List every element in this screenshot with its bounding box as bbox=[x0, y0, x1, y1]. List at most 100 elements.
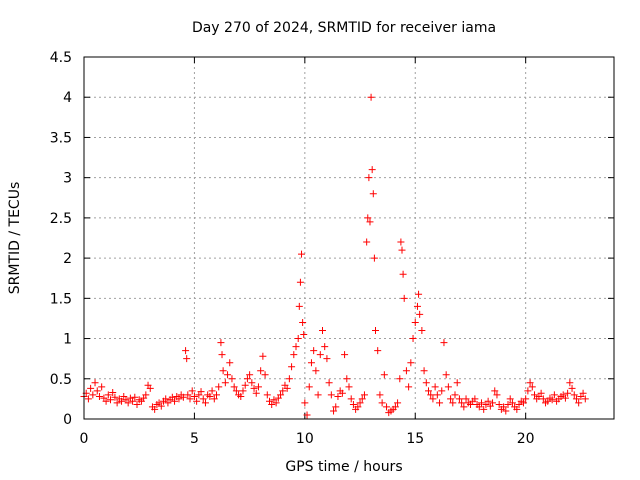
data-point bbox=[248, 379, 256, 387]
data-point bbox=[162, 395, 170, 403]
data-point bbox=[345, 383, 353, 391]
data-point bbox=[84, 395, 92, 403]
data-point bbox=[261, 371, 269, 379]
data-point bbox=[531, 391, 538, 399]
data-point bbox=[193, 397, 201, 405]
data-point bbox=[334, 392, 342, 400]
data-point bbox=[447, 395, 455, 403]
data-point bbox=[480, 405, 488, 413]
data-point bbox=[199, 395, 207, 403]
data-point bbox=[292, 343, 300, 351]
data-point bbox=[201, 399, 209, 407]
data-point bbox=[217, 339, 225, 347]
y-tick-label: 0.5 bbox=[50, 372, 72, 388]
y-tick-label: 4.5 bbox=[50, 50, 72, 66]
y-tick-label: 4 bbox=[63, 90, 72, 106]
data-point bbox=[272, 399, 280, 407]
data-point bbox=[303, 411, 311, 419]
data-point bbox=[300, 331, 308, 339]
data-point bbox=[391, 403, 399, 411]
data-point bbox=[232, 387, 240, 395]
data-point bbox=[475, 403, 483, 411]
data-point bbox=[581, 395, 589, 403]
data-point bbox=[360, 391, 368, 399]
data-point bbox=[295, 302, 303, 310]
data-point bbox=[420, 367, 428, 375]
data-point bbox=[129, 397, 137, 405]
data-point bbox=[208, 387, 216, 395]
data-point bbox=[425, 387, 432, 395]
data-point bbox=[182, 347, 190, 355]
data-point bbox=[506, 395, 514, 403]
data-point bbox=[179, 393, 187, 401]
chart-title: Day 270 of 2024, SRMTID for receiver iam… bbox=[192, 20, 496, 36]
y-tick-label: 3 bbox=[63, 171, 72, 187]
data-point bbox=[570, 391, 578, 399]
y-tick-label: 3.5 bbox=[50, 130, 72, 146]
data-point bbox=[449, 399, 457, 407]
data-point bbox=[513, 405, 521, 413]
data-point bbox=[118, 397, 126, 405]
data-point bbox=[294, 335, 302, 343]
data-point bbox=[230, 383, 238, 391]
data-point bbox=[213, 391, 220, 399]
y-axis-label: SRMTID / TECUs bbox=[7, 182, 23, 295]
data-point bbox=[405, 383, 413, 391]
data-point bbox=[433, 391, 441, 399]
y-tick-label: 1.5 bbox=[50, 291, 72, 307]
x-tick-labels: 0 5 10 15 20 bbox=[80, 431, 535, 447]
data-point bbox=[370, 254, 378, 262]
data-point bbox=[243, 375, 251, 383]
data-point bbox=[550, 391, 558, 399]
data-point bbox=[279, 387, 287, 395]
data-point bbox=[206, 392, 214, 400]
data-point bbox=[397, 238, 405, 246]
data-point bbox=[221, 379, 229, 387]
data-point bbox=[109, 388, 117, 396]
data-point bbox=[210, 395, 218, 403]
data-point bbox=[215, 383, 223, 391]
data-point bbox=[299, 318, 307, 326]
data-point bbox=[98, 383, 106, 391]
data-point bbox=[102, 397, 110, 405]
data-point bbox=[539, 395, 547, 403]
data-point bbox=[394, 399, 402, 407]
data-point bbox=[460, 403, 468, 411]
data-point bbox=[146, 384, 154, 392]
data-point bbox=[440, 339, 448, 347]
data-point bbox=[197, 388, 205, 396]
data-point bbox=[548, 396, 556, 404]
data-point bbox=[218, 351, 226, 359]
data-point bbox=[451, 391, 459, 399]
data-point bbox=[438, 387, 446, 395]
data-point bbox=[491, 387, 499, 395]
data-point bbox=[131, 393, 139, 401]
data-point bbox=[343, 375, 351, 383]
data-point bbox=[383, 403, 391, 411]
data-point bbox=[241, 381, 249, 389]
data-point bbox=[89, 391, 97, 399]
data-point bbox=[290, 351, 298, 359]
data-point bbox=[524, 387, 532, 395]
data-point bbox=[363, 238, 371, 246]
data-point bbox=[462, 395, 470, 403]
data-point bbox=[142, 391, 150, 399]
data-point bbox=[568, 384, 576, 392]
data-point bbox=[219, 367, 227, 375]
data-point bbox=[314, 391, 322, 399]
data-point bbox=[296, 278, 304, 286]
x-tick-label: 10 bbox=[296, 431, 314, 447]
data-point bbox=[316, 351, 324, 359]
data-point bbox=[374, 347, 382, 355]
data-point bbox=[484, 397, 492, 405]
data-point bbox=[184, 391, 192, 399]
data-point bbox=[91, 379, 99, 387]
plot-frame bbox=[83, 56, 615, 420]
data-point bbox=[418, 327, 426, 335]
data-point bbox=[368, 166, 376, 174]
data-point bbox=[190, 392, 198, 400]
data-point bbox=[310, 347, 318, 355]
data-point bbox=[399, 270, 407, 278]
data-point bbox=[519, 399, 527, 407]
